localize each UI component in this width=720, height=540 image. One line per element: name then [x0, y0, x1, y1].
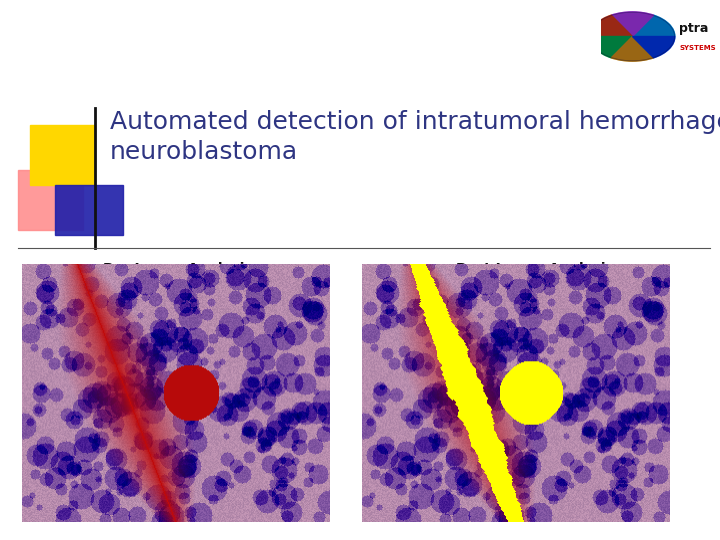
- Text: Automated detection of intratumoral hemorrhage in
neuroblastoma: Automated detection of intratumoral hemo…: [110, 110, 720, 164]
- Text: Post Image Analysis: Post Image Analysis: [456, 262, 614, 276]
- Text: ptra: ptra: [679, 22, 708, 35]
- Wedge shape: [590, 15, 632, 37]
- Text: Pre Image Analysis: Pre Image Analysis: [103, 262, 253, 276]
- Wedge shape: [611, 12, 654, 37]
- Text: SYSTEMS: SYSTEMS: [679, 44, 716, 51]
- Wedge shape: [632, 15, 675, 37]
- Wedge shape: [611, 37, 654, 61]
- Bar: [55, 185, 123, 235]
- Wedge shape: [632, 37, 675, 58]
- Bar: [30, 125, 95, 185]
- Bar: [18, 170, 83, 230]
- Circle shape: [590, 12, 675, 61]
- Wedge shape: [590, 37, 632, 58]
